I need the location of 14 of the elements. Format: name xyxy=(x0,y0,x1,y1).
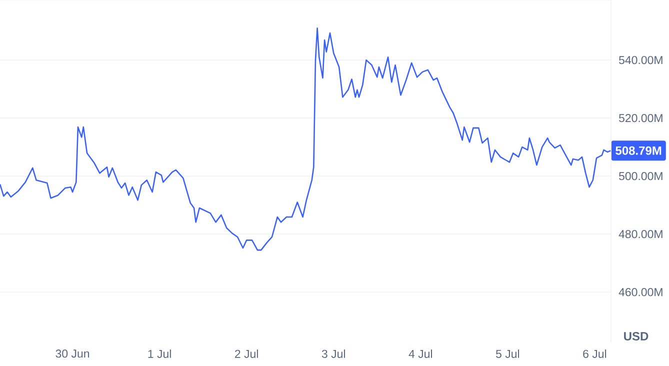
y-tick-label: 540.00M xyxy=(618,56,662,64)
x-tick-label: 5 Jul xyxy=(496,350,520,358)
x-tick-label: 2 Jul xyxy=(235,350,258,358)
x-tick-label: 3 Jul xyxy=(322,350,345,358)
y-tick-label: 480.00M xyxy=(618,230,662,238)
annotation: 508.79M xyxy=(616,146,662,155)
x-tick-label: 4 Jul xyxy=(408,350,432,358)
y-axis-title: USD xyxy=(624,332,648,340)
y-tick-label: 520.00M xyxy=(618,114,662,122)
x-tick-label: 6 Jul xyxy=(583,350,606,358)
x-tick-label: 1 Jul xyxy=(148,350,171,358)
y-tick-label: 460.00M xyxy=(618,288,662,296)
y-tick-label: 500.00M xyxy=(618,172,662,180)
x-tick-label: 30 Jun xyxy=(56,350,90,358)
